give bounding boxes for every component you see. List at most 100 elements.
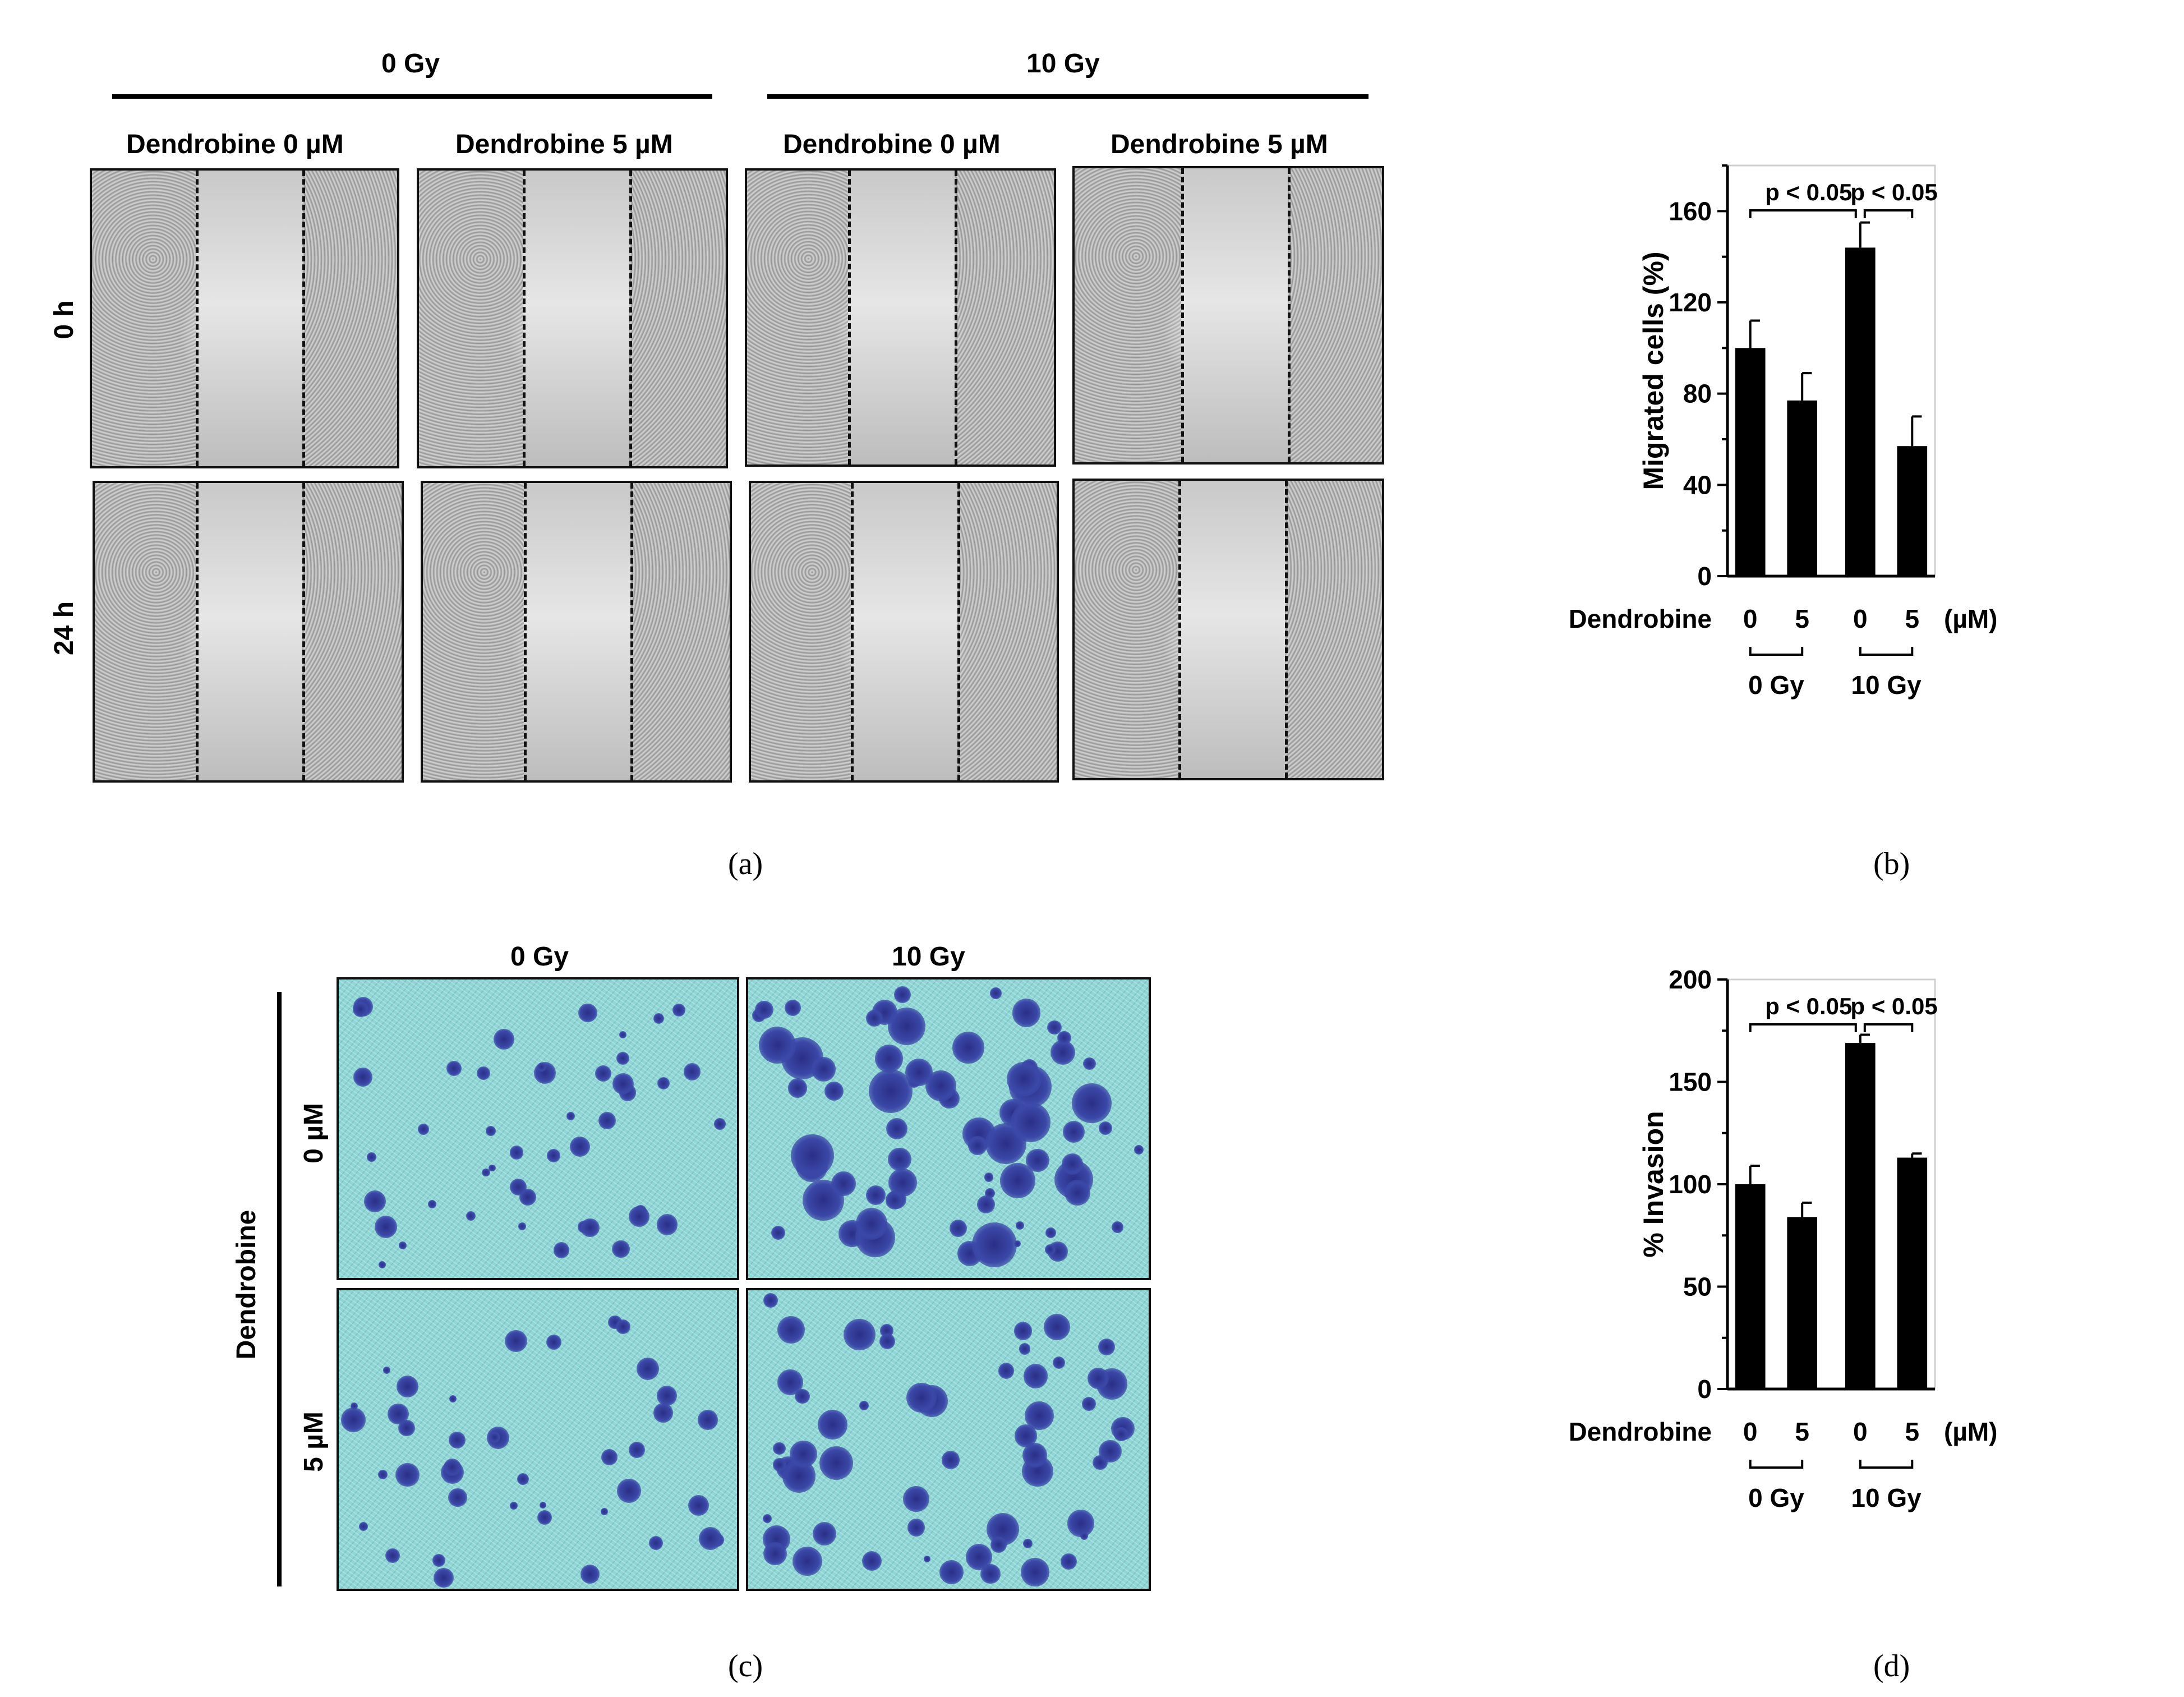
stained-cell bbox=[353, 1068, 373, 1087]
stained-cell bbox=[537, 1063, 547, 1072]
stained-cell bbox=[653, 1013, 665, 1024]
stained-cell bbox=[359, 1522, 368, 1532]
stained-cell bbox=[1022, 1538, 1033, 1549]
stained-cell bbox=[1012, 999, 1040, 1027]
stained-cell bbox=[432, 1554, 445, 1567]
stained-cell bbox=[396, 1375, 418, 1397]
stained-cell bbox=[509, 1146, 524, 1160]
invasion-image-10gy-0um bbox=[746, 977, 1151, 1280]
stained-cell bbox=[636, 1358, 659, 1381]
stained-cell bbox=[985, 1188, 996, 1199]
stained-cell bbox=[777, 1316, 805, 1344]
bar-4 bbox=[1897, 446, 1928, 576]
stained-cell bbox=[517, 1473, 529, 1485]
stained-cell bbox=[755, 1000, 773, 1019]
stained-cell bbox=[941, 1451, 960, 1469]
stained-cell bbox=[1044, 1244, 1056, 1255]
wound-image-10gy-d0-0h bbox=[745, 168, 1056, 467]
stained-cell bbox=[383, 1367, 390, 1374]
stained-cell bbox=[546, 1335, 562, 1350]
stained-cell bbox=[656, 1214, 678, 1235]
unit-label: (µM) bbox=[1944, 604, 1997, 633]
group-label-0gy: 0 Gy bbox=[381, 49, 440, 79]
column-label-1: Dendrobine 0 µM bbox=[126, 130, 344, 159]
stained-cell bbox=[385, 1548, 400, 1563]
stained-cell bbox=[539, 1501, 547, 1509]
category-label-2: 5 bbox=[1795, 1417, 1809, 1446]
stained-cell bbox=[374, 1216, 397, 1238]
stained-cell bbox=[925, 1070, 956, 1102]
stained-cell bbox=[771, 1226, 785, 1240]
stained-cell bbox=[902, 1486, 929, 1512]
wound-image-0gy-d5-0h bbox=[417, 168, 728, 468]
stained-cell bbox=[683, 1063, 701, 1080]
wound-image-0gy-d0-24h bbox=[93, 481, 404, 783]
stained-cell bbox=[763, 1542, 787, 1566]
group-bracket-2 bbox=[1859, 647, 1914, 656]
y-tick-label: 200 bbox=[1669, 965, 1712, 994]
stained-cell bbox=[1019, 1343, 1031, 1355]
stained-cell bbox=[763, 1293, 778, 1308]
stained-cell bbox=[1098, 1338, 1116, 1356]
stained-cell bbox=[952, 1032, 984, 1064]
stained-cell bbox=[865, 1010, 883, 1027]
category-label-1: 0 bbox=[1743, 604, 1758, 633]
stained-cell bbox=[811, 1057, 836, 1082]
stained-cell bbox=[546, 1148, 561, 1163]
column-label-0gy: 0 Gy bbox=[510, 942, 569, 972]
stained-cell bbox=[617, 1479, 641, 1503]
significance-label-1: p < 0.05 bbox=[1765, 993, 1852, 1019]
stained-cell bbox=[1057, 1031, 1071, 1045]
stained-cell bbox=[784, 999, 801, 1017]
stained-cell bbox=[482, 1169, 490, 1177]
stained-cell bbox=[866, 1185, 886, 1205]
stained-cell bbox=[1010, 1102, 1050, 1143]
stained-cell bbox=[906, 1382, 937, 1413]
stained-cell bbox=[907, 1518, 925, 1537]
stained-cell bbox=[773, 1458, 786, 1471]
stained-cell bbox=[1045, 1227, 1057, 1239]
stained-cell bbox=[888, 1147, 911, 1171]
stained-cell bbox=[379, 1261, 386, 1269]
stained-cell bbox=[758, 1027, 796, 1064]
dendrobine-row-label: Dendrobine bbox=[1570, 1417, 1712, 1446]
significance-label-2: p < 0.05 bbox=[1850, 993, 1937, 1019]
stained-cell bbox=[629, 1206, 649, 1227]
stained-cell bbox=[875, 1045, 904, 1073]
stained-cell bbox=[1043, 1313, 1070, 1340]
stained-cell bbox=[366, 1152, 376, 1162]
category-label-3: 0 bbox=[1853, 604, 1868, 633]
significance-label-2: p < 0.05 bbox=[1850, 179, 1937, 205]
stained-cell bbox=[537, 1510, 552, 1525]
stained-cell bbox=[628, 1441, 645, 1458]
stained-cell bbox=[619, 1031, 627, 1039]
stained-cell bbox=[580, 1218, 600, 1238]
stained-cell bbox=[1061, 1153, 1084, 1175]
stained-cell bbox=[1083, 1057, 1096, 1070]
stained-cell bbox=[476, 1066, 490, 1080]
stained-cell bbox=[824, 1081, 844, 1101]
side-rule bbox=[277, 992, 282, 1586]
stained-cell bbox=[598, 1112, 616, 1130]
stained-cell bbox=[968, 1136, 987, 1155]
stained-cell bbox=[657, 1077, 670, 1090]
stained-cell bbox=[518, 1222, 527, 1230]
stained-cell bbox=[893, 986, 911, 1004]
row-label-0h: 0 h bbox=[49, 300, 79, 339]
stained-cell bbox=[466, 1211, 476, 1221]
stained-cell bbox=[792, 1546, 822, 1576]
stained-cell bbox=[612, 1073, 634, 1094]
stained-cell bbox=[886, 1191, 904, 1209]
stained-cell bbox=[1114, 1427, 1128, 1442]
stained-cell bbox=[352, 1001, 368, 1018]
stained-cell bbox=[1067, 1510, 1095, 1537]
y-tick-label: 160 bbox=[1669, 196, 1712, 226]
side-label-dendrobine: Dendrobine bbox=[232, 1209, 261, 1360]
stained-cell bbox=[509, 1178, 527, 1195]
stained-cell bbox=[949, 1219, 967, 1238]
stained-cell bbox=[1023, 1364, 1048, 1388]
bar-3 bbox=[1845, 247, 1876, 576]
group-rule-0gy bbox=[112, 94, 712, 99]
